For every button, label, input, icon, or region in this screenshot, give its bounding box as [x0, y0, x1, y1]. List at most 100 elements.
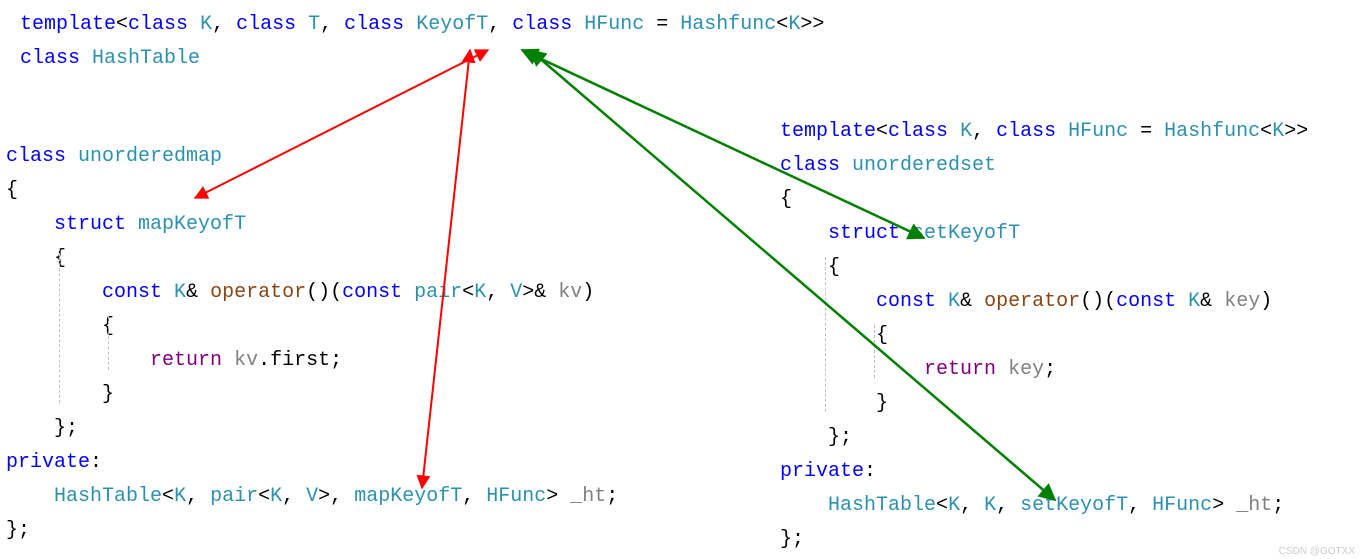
- code-token: [6, 213, 54, 236]
- code-token: {: [780, 188, 792, 211]
- code-token: [780, 358, 924, 381]
- code-token: [222, 349, 234, 372]
- code-token: [404, 13, 416, 36]
- code-token: struct: [54, 213, 126, 236]
- code-token: :: [864, 460, 876, 483]
- code-token: class: [6, 145, 66, 168]
- code-token: [162, 281, 174, 304]
- code-token: private: [780, 460, 864, 483]
- code-token: ,: [186, 485, 210, 508]
- code-token: unorderedmap: [78, 145, 222, 168]
- code-token: template: [20, 13, 116, 36]
- code-token: <: [116, 13, 128, 36]
- code-token: ,: [320, 13, 344, 36]
- code-token: K: [270, 485, 282, 508]
- unorderedmap-code-block: class unorderedmap { struct mapKeyofT { c…: [6, 140, 618, 548]
- code-token: K: [960, 120, 972, 143]
- code-token: K: [948, 494, 960, 517]
- code-token: <: [162, 485, 174, 508]
- code-token: [1056, 120, 1068, 143]
- code-token: >: [1212, 494, 1236, 517]
- code-token: <: [776, 13, 788, 36]
- code-token: };: [6, 519, 30, 542]
- code-token: =: [1128, 120, 1164, 143]
- code-token: T: [308, 13, 320, 36]
- indent-guide: [108, 316, 109, 370]
- code-token: class: [888, 120, 948, 143]
- code-token: ,: [996, 494, 1020, 517]
- code-token: V: [306, 485, 318, 508]
- code-token: K: [474, 281, 486, 304]
- code-token: (): [1080, 290, 1104, 313]
- code-token: };: [780, 426, 852, 449]
- code-token: <: [258, 485, 270, 508]
- code-token: [936, 290, 948, 313]
- code-token: ,: [960, 494, 984, 517]
- code-token: (: [330, 281, 342, 304]
- code-token: ,: [1128, 494, 1152, 517]
- code-token: [188, 13, 200, 36]
- code-token: };: [6, 417, 78, 440]
- code-token: const: [342, 281, 402, 304]
- code-token: const: [102, 281, 162, 304]
- code-token: HFunc: [1068, 120, 1128, 143]
- code-token: [572, 13, 584, 36]
- watermark: CSDN @GOTXX: [1279, 546, 1355, 557]
- code-token: &: [1200, 290, 1224, 313]
- code-token: V: [510, 281, 522, 304]
- code-token: }: [780, 392, 888, 415]
- code-token: HFunc: [584, 13, 644, 36]
- code-token: {: [6, 247, 66, 270]
- code-token: unorderedset: [852, 154, 996, 177]
- code-token: HashTable: [828, 494, 936, 517]
- code-token: class: [996, 120, 1056, 143]
- code-token: Hashfunc: [680, 13, 776, 36]
- code-token: [780, 494, 828, 517]
- code-token: [840, 154, 852, 177]
- code-token: K: [174, 485, 186, 508]
- code-token: ;: [1044, 358, 1056, 381]
- code-token: operator: [210, 281, 306, 304]
- code-token: K: [948, 290, 960, 313]
- code-token: kv: [234, 349, 258, 372]
- code-token: class: [236, 13, 296, 36]
- code-token: ;: [330, 349, 342, 372]
- code-token: [996, 358, 1008, 381]
- code-token: [780, 222, 828, 245]
- code-token: private: [6, 451, 90, 474]
- code-token: pair: [210, 485, 258, 508]
- hashtable-template-header: template<class K, class T, class KeyofT,…: [20, 8, 824, 76]
- code-token: return: [150, 349, 222, 372]
- code-token: template: [780, 120, 876, 143]
- code-token: key: [1008, 358, 1044, 381]
- code-token: const: [876, 290, 936, 313]
- code-token: operator: [984, 290, 1080, 313]
- code-token: ,: [282, 485, 306, 508]
- code-token: {: [6, 315, 114, 338]
- code-token: (): [306, 281, 330, 304]
- code-token: [900, 222, 912, 245]
- code-token: K: [1272, 120, 1284, 143]
- code-token: [1176, 290, 1188, 313]
- code-token: pair: [414, 281, 462, 304]
- code-token: }: [6, 383, 114, 406]
- code-token: [402, 281, 414, 304]
- code-token: ,: [972, 120, 996, 143]
- code-token: ;: [606, 485, 618, 508]
- code-token: [948, 120, 960, 143]
- code-token: mapKeyofT: [138, 213, 246, 236]
- code-token: >: [546, 485, 570, 508]
- code-token: HFunc: [1152, 494, 1212, 517]
- code-token: {: [780, 324, 888, 347]
- code-token: ,: [462, 485, 486, 508]
- code-token: {: [6, 179, 18, 202]
- code-token: mapKeyofT: [354, 485, 462, 508]
- code-token: [126, 213, 138, 236]
- code-token: key: [1224, 290, 1260, 313]
- code-token: ,: [486, 281, 510, 304]
- code-token: >>: [1284, 120, 1308, 143]
- code-token: {: [780, 256, 840, 279]
- code-token: setKeyofT: [912, 222, 1020, 245]
- code-token: _ht: [570, 485, 606, 508]
- code-token: const: [1116, 290, 1176, 313]
